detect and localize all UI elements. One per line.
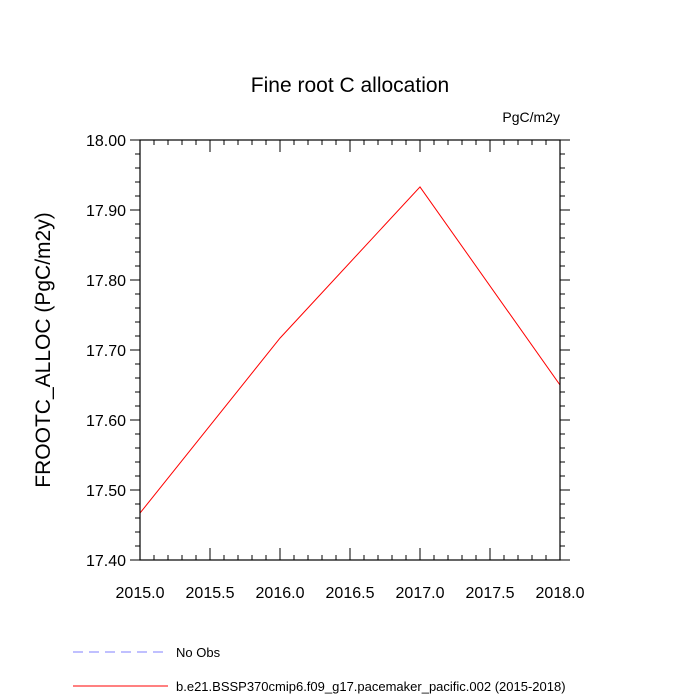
series-line [139, 186, 561, 514]
y-axis-label: FROOTC_ALLOC (PgC/m2y) [32, 212, 55, 487]
x-tick-label: 2017.5 [466, 585, 515, 602]
x-tick-label: 2016.0 [256, 585, 305, 602]
legend-label: No Obs [176, 645, 221, 660]
x-tick-label: 2018.0 [536, 585, 585, 602]
x-tick-label: 2016.5 [326, 585, 375, 602]
x-tick-label: 2015.0 [116, 585, 165, 602]
y-tick-label: 17.40 [86, 553, 126, 570]
x-tick-label: 2015.5 [186, 585, 235, 602]
series-group [139, 186, 561, 514]
legend-label: b.e21.BSSP370cmip6.f09_g17.pacemaker_pac… [176, 679, 566, 694]
chart-title: Fine root C allocation [251, 74, 449, 97]
units-label: PgC/m2y [502, 109, 560, 125]
x-tick-label: 2017.0 [396, 585, 445, 602]
axis-ticks: 2015.0 2015.5 2016.0 2016.5 2017.0 2017.5 2018… [86, 133, 585, 602]
y-tick-label: 17.90 [86, 203, 126, 220]
y-tick-label: 18.00 [86, 133, 126, 150]
legend: No Obs b.e21.BSSP370cmip6.f09_g17.pacemak… [73, 645, 566, 694]
y-tick-label: 17.70 [86, 343, 126, 360]
plot-frame [139, 139, 561, 561]
y-tick-label: 17.60 [86, 413, 126, 430]
y-tick-label: 17.50 [86, 483, 126, 500]
y-tick-label: 17.80 [86, 273, 126, 290]
